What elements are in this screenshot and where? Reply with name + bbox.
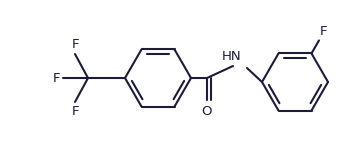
Text: F: F <box>52 72 60 84</box>
Text: F: F <box>71 38 79 51</box>
Text: HN: HN <box>222 50 242 63</box>
Text: O: O <box>201 105 211 118</box>
Text: F: F <box>71 105 79 118</box>
Text: F: F <box>320 25 327 38</box>
